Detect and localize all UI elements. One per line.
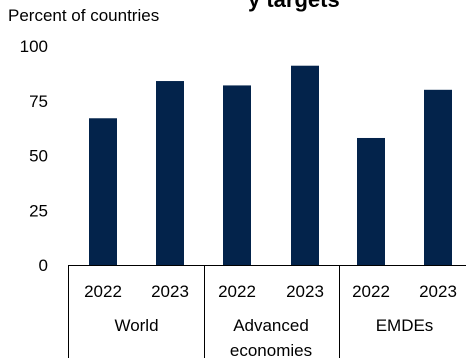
x-tick-label: 2022	[218, 282, 256, 301]
x-tick-label: 2022	[352, 282, 390, 301]
y-tick-label: 25	[29, 201, 48, 220]
x-tick-label: 2023	[151, 282, 189, 301]
bar-2022-0	[89, 118, 117, 266]
x-tick-label: 2023	[419, 282, 457, 301]
bar-2022-4	[357, 137, 385, 265]
group-label: economies	[230, 341, 312, 358]
group-label: EMDEs	[376, 316, 434, 335]
y-tick-label: 100	[20, 37, 48, 56]
y-tick-label: 50	[29, 147, 48, 166]
bar-2023-5	[424, 89, 452, 265]
bar-2022-2	[223, 85, 251, 265]
x-tick-label: 2022	[84, 282, 122, 301]
y-tick-label: 75	[29, 92, 48, 111]
bar-2023-3	[291, 65, 319, 266]
x-tick-label: 2023	[286, 282, 324, 301]
group-label: World	[114, 316, 158, 335]
group-label: Advanced	[233, 316, 309, 335]
bar-2023-1	[156, 81, 184, 265]
y-axis-label: Percent of countries	[8, 6, 160, 25]
y-tick-label: 0	[39, 256, 48, 275]
chart-title-fragment: y targets	[248, 0, 340, 13]
